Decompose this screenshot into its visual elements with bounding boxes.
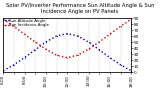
Legend: Sun Altitude Angle, Sun Incidence Angle: Sun Altitude Angle, Sun Incidence Angle [4, 18, 50, 27]
Text: Solar PV/Inverter Performance Sun Altitude Angle & Sun Incidence Angle on PV Pan: Solar PV/Inverter Performance Sun Altitu… [6, 3, 154, 14]
